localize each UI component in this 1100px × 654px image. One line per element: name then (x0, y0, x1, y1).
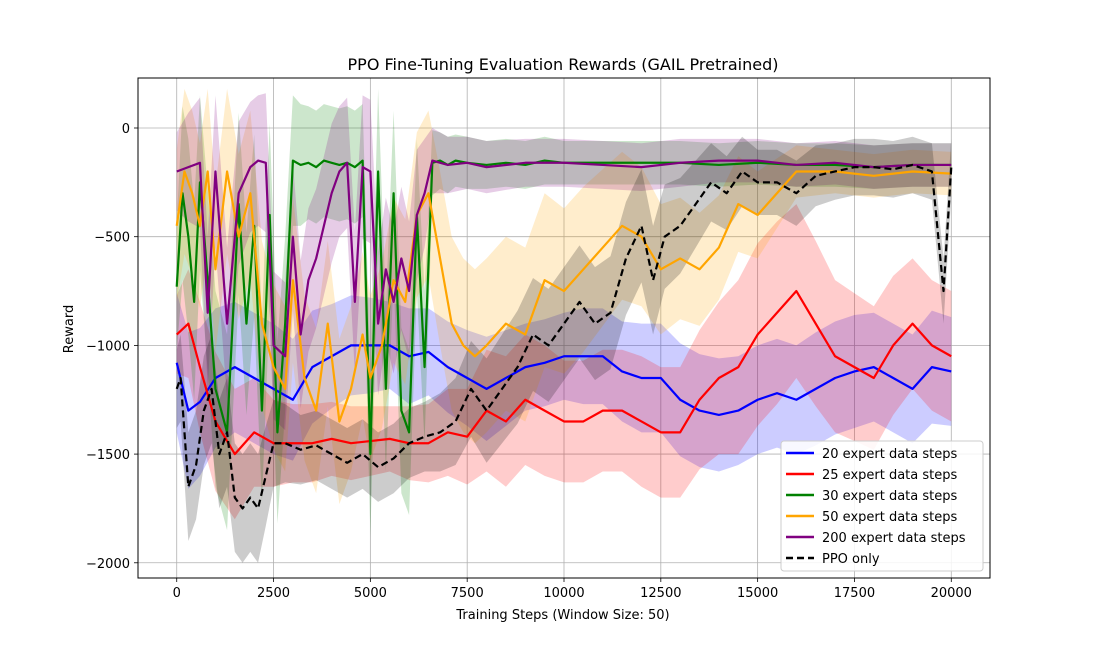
x-tick-label: 0 (173, 586, 181, 601)
legend-label-5: PPO only (822, 552, 880, 567)
x-tick-label: 15000 (737, 586, 778, 601)
series-lines (175, 159, 953, 510)
x-tick-label: 12500 (640, 586, 681, 601)
line-series-1 (175, 289, 952, 456)
line-series-5 (175, 163, 953, 510)
x-axis-label: Training Steps (Window Size: 50) (455, 608, 669, 623)
legend-box (780, 440, 984, 572)
grid-lines (138, 78, 990, 578)
x-tick-label: 5000 (354, 586, 387, 601)
band-series-0 (176, 293, 952, 489)
y-tick-label: −1500 (86, 448, 130, 463)
line-series-2 (175, 159, 952, 456)
legend-label-1: 25 expert data steps (822, 468, 957, 483)
x-tick-label: 7500 (451, 586, 484, 601)
y-tick-label: −2000 (86, 557, 130, 572)
legend-label-2: 30 expert data steps (822, 489, 957, 504)
y-tick-label: −1000 (86, 339, 130, 354)
x-tick-label: 2500 (257, 586, 290, 601)
chart-title: PPO Fine-Tuning Evaluation Rewards (GAIL… (348, 55, 779, 74)
legend: 20 expert data steps 25 expert data steps… (780, 440, 984, 572)
x-tick-label: 17500 (834, 586, 875, 601)
x-tick-label: 20000 (931, 586, 972, 601)
line-series-3 (175, 170, 952, 423)
axis-ticks: 0 2500 5000 7500 10000 12500 15000 17500 20000 0 −… (86, 122, 972, 601)
line-series-4 (176, 159, 952, 358)
legend-label-4: 200 expert data steps (822, 531, 966, 546)
y-tick-label: −500 (94, 231, 130, 246)
legend-label-0: 20 expert data steps (822, 447, 957, 462)
line-series-0 (175, 344, 952, 417)
y-tick-label: 0 (122, 122, 130, 137)
band-series-3 (176, 88, 952, 505)
x-tick-label: 10000 (543, 586, 584, 601)
legend-label-3: 50 expert data steps (822, 510, 957, 525)
band-series-5 (176, 136, 952, 563)
y-axis-label: Reward (62, 305, 77, 353)
